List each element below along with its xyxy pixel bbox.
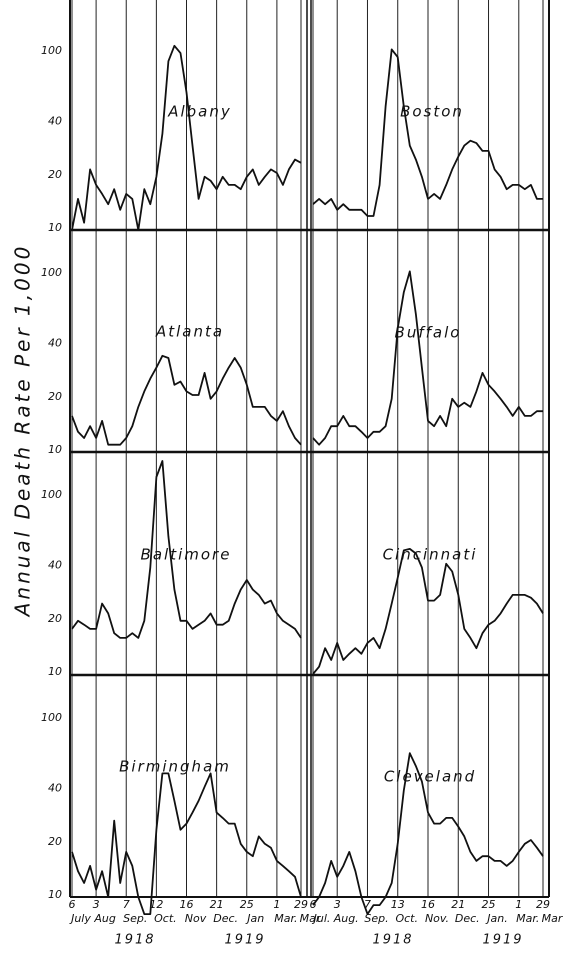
y-tick-label: 10 (48, 888, 62, 901)
month-label: Nov. (425, 912, 449, 925)
month-label: Oct. (154, 912, 177, 925)
y-tick-label: 20 (48, 612, 62, 625)
year-label: 1918 (114, 933, 155, 948)
x-tick-label: 16 (421, 898, 435, 911)
y-tick-label: 10 (48, 443, 62, 456)
month-label: Oct. (395, 912, 418, 925)
month-label: Aug (93, 912, 115, 925)
x-tick-label: 1 (273, 898, 280, 911)
month-label: Jan (245, 912, 264, 925)
x-tick-label: 21 (210, 898, 224, 911)
month-label: Nov (185, 912, 207, 925)
data-line (312, 270, 543, 446)
month-label: Mar. (516, 912, 539, 925)
y-tick-label: 40 (48, 115, 62, 128)
month-label: Dec. (213, 912, 238, 925)
x-tick-label: 25 (240, 898, 254, 911)
month-label: Dec. (455, 912, 480, 925)
x-tick-label: 6 (69, 898, 76, 911)
x-tick-label: 16 (180, 898, 194, 911)
y-tick-label: 100 (41, 711, 62, 724)
x-tick-label: 29 (536, 898, 550, 911)
data-line (312, 548, 544, 675)
series-label: Cleveland (384, 768, 476, 786)
y-tick-label: 100 (41, 266, 62, 279)
x-tick-label: 25 (482, 898, 496, 911)
series-label: Birmingham (119, 758, 231, 776)
series-label: Baltimore (141, 546, 232, 564)
x-tick-label: 7 (364, 898, 371, 911)
month-label: Mar (542, 912, 564, 925)
month-label: Sep. (123, 912, 147, 925)
year-label: 1919 (224, 933, 265, 948)
y-tick-label: 100 (41, 488, 62, 501)
data-line (71, 44, 302, 231)
month-label: Jul. (312, 912, 331, 925)
data-line (312, 752, 544, 915)
y-tick-label: 40 (48, 337, 62, 350)
y-tick-label: 10 (48, 221, 62, 234)
x-tick-label: 29 (294, 898, 308, 911)
x-tick-label: 21 (451, 898, 465, 911)
x-tick-label: 1 (515, 898, 522, 911)
year-label: 1918 (372, 933, 413, 948)
month-label: Sep. (364, 912, 388, 925)
series-label: Boston (400, 103, 464, 121)
data-line (71, 772, 302, 915)
data-line (71, 354, 302, 446)
series-label: Albany (167, 103, 232, 121)
data-line (312, 48, 543, 217)
x-tick-label: 3 (93, 898, 100, 911)
series-label: Atlanta (155, 323, 224, 341)
y-tick-label: 100 (41, 44, 62, 57)
month-label: Aug. (333, 912, 359, 925)
x-tick-label: 13 (391, 898, 405, 911)
x-tick-label: 12 (149, 898, 163, 911)
y-tick-label: 40 (48, 782, 62, 795)
year-label: 1919 (482, 933, 523, 948)
y-tick-label: 10 (48, 665, 62, 678)
y-tick-label: 20 (48, 168, 62, 181)
y-axis-title: Annual Death Rate Per 1,000 (11, 244, 35, 619)
month-label: July (69, 912, 91, 925)
y-tick-label: 20 (48, 835, 62, 848)
month-label: Mar (300, 912, 322, 925)
series-label: Cincinnati (383, 546, 478, 564)
y-tick-label: 20 (48, 390, 62, 403)
x-tick-label: 3 (334, 898, 341, 911)
y-tick-label: 40 (48, 559, 62, 572)
month-label: Jan. (485, 912, 507, 925)
month-label: Mar. (274, 912, 297, 925)
x-tick-label: 7 (123, 898, 130, 911)
series-label: Buffalo (395, 324, 462, 342)
data-line (71, 460, 302, 639)
